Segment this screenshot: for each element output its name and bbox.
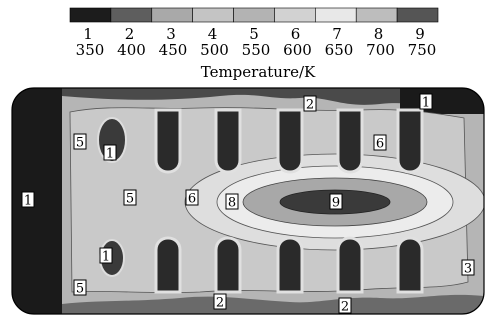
contour-label-3: 3 <box>464 262 472 277</box>
contour-label-box-3 <box>103 144 117 161</box>
bottom-cold-band <box>62 294 484 314</box>
contour-label-6: 6 <box>376 137 384 152</box>
colorbar-tick-700: 700 <box>366 41 395 59</box>
colorbar-swatch-7 <box>315 7 357 23</box>
contour-label-2: 2 <box>341 300 349 315</box>
lower-fin-gap-3 <box>276 236 304 294</box>
colorbar-level-3: 3 <box>166 25 176 43</box>
upper-fin-gap-3 <box>276 108 304 174</box>
contour-label-box-11 <box>73 279 87 296</box>
colorbar-swatch-8 <box>355 7 398 23</box>
lower-fin-gap-5 <box>396 236 424 294</box>
colorbar-tick-500: 500 <box>200 41 229 59</box>
colorbar-tick-550: 550 <box>242 41 271 59</box>
colorbar: 1 2 3 4 5 6 7 8 9 350 400 450 500 550 600 650 700 750 Te… <box>69 7 439 81</box>
colorbar-level-4: 4 <box>208 25 218 43</box>
colorbar-tick-750: 750 <box>408 41 437 59</box>
contour-label-5: 5 <box>76 136 84 151</box>
colorbar-swatch-1 <box>69 7 112 23</box>
contour-label-box-10 <box>123 189 137 206</box>
colorbar-title: Temperature/K <box>201 63 316 81</box>
colorbar-tick-350: 350 <box>76 41 105 59</box>
contour-label-box-6 <box>213 293 227 310</box>
colorbar-swatch-9 <box>396 7 439 23</box>
colorbar-tick-labels: 350 400 450 500 550 600 650 700 750 <box>76 41 437 59</box>
contour-label-1: 1 <box>106 147 114 162</box>
contour-label-box-13 <box>373 134 387 151</box>
lower-fin-gaps <box>154 236 424 294</box>
colorbar-tick-400: 400 <box>117 41 146 59</box>
colorbar-tick-650: 650 <box>325 41 354 59</box>
colorbar-level-2: 2 <box>125 25 135 43</box>
plate-outline <box>11 87 485 315</box>
upper-fin-gap-2 <box>214 108 242 174</box>
contour-label-1: 1 <box>102 250 110 265</box>
colorbar-level-1: 1 <box>83 25 93 43</box>
contour-plot: 1 1 1 1 2 2 2 3 5 5 5 6 6 8 9 <box>11 87 485 315</box>
upper-fin-gap-1 <box>154 108 182 174</box>
upper-fin-gaps <box>154 108 424 174</box>
contour-label-9: 9 <box>332 196 340 211</box>
upper-fin-gap-5 <box>396 108 424 174</box>
contour-label-8: 8 <box>228 196 236 211</box>
contour-label-box-5 <box>303 95 317 112</box>
contour-label-box-14 <box>225 193 239 210</box>
top-cold-band <box>62 88 484 111</box>
contour-label-box-15 <box>329 193 343 210</box>
left-cold-region <box>12 88 62 314</box>
contour-label-box-1 <box>21 191 35 208</box>
colorbar-level-7: 7 <box>332 25 342 43</box>
colorbar-swatch-2 <box>110 7 153 23</box>
colorbar-tick-450: 450 <box>159 41 188 59</box>
contour-labels: 1 1 1 1 2 2 2 3 5 5 5 6 6 8 9 <box>21 93 475 315</box>
contour-label-box-8 <box>461 259 475 276</box>
contour-label-box-9 <box>73 133 87 150</box>
upper-fin-gap-4 <box>336 108 364 174</box>
colorbar-level-5: 5 <box>249 25 259 43</box>
contour-label-2: 2 <box>306 98 314 113</box>
colorbar-swatch-3 <box>151 7 193 23</box>
contour-label-5: 5 <box>76 282 84 297</box>
colorbar-level-9: 9 <box>415 25 425 43</box>
colorbar-tick-600: 600 <box>283 41 312 59</box>
contour-label-box-12 <box>185 189 199 206</box>
colorbar-level-labels: 1 2 3 4 5 6 7 8 9 <box>83 25 425 43</box>
contour-label-box-4 <box>99 247 113 264</box>
lower-fin-gap-1 <box>154 236 182 294</box>
lower-fin-gap-4 <box>336 236 364 294</box>
colorbar-swatch-5 <box>233 7 275 23</box>
contour-label-box-2 <box>419 93 433 110</box>
colorbar-swatch-6 <box>274 7 316 23</box>
contour-label-1: 1 <box>422 96 430 111</box>
colorbar-level-8: 8 <box>374 25 384 43</box>
lower-fin-gap-2 <box>214 236 242 294</box>
contour-label-1: 1 <box>24 194 32 209</box>
contour-label-box-7 <box>338 297 352 314</box>
contour-label-5: 5 <box>126 192 134 207</box>
colorbar-level-6: 6 <box>291 25 301 43</box>
contour-label-6: 6 <box>188 192 196 207</box>
colorbar-swatches <box>69 7 439 23</box>
colorbar-swatch-4 <box>192 7 234 23</box>
contour-label-2: 2 <box>216 296 224 311</box>
